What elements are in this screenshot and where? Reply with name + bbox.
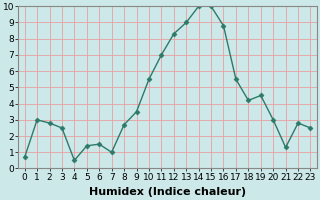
X-axis label: Humidex (Indice chaleur): Humidex (Indice chaleur) (89, 187, 246, 197)
